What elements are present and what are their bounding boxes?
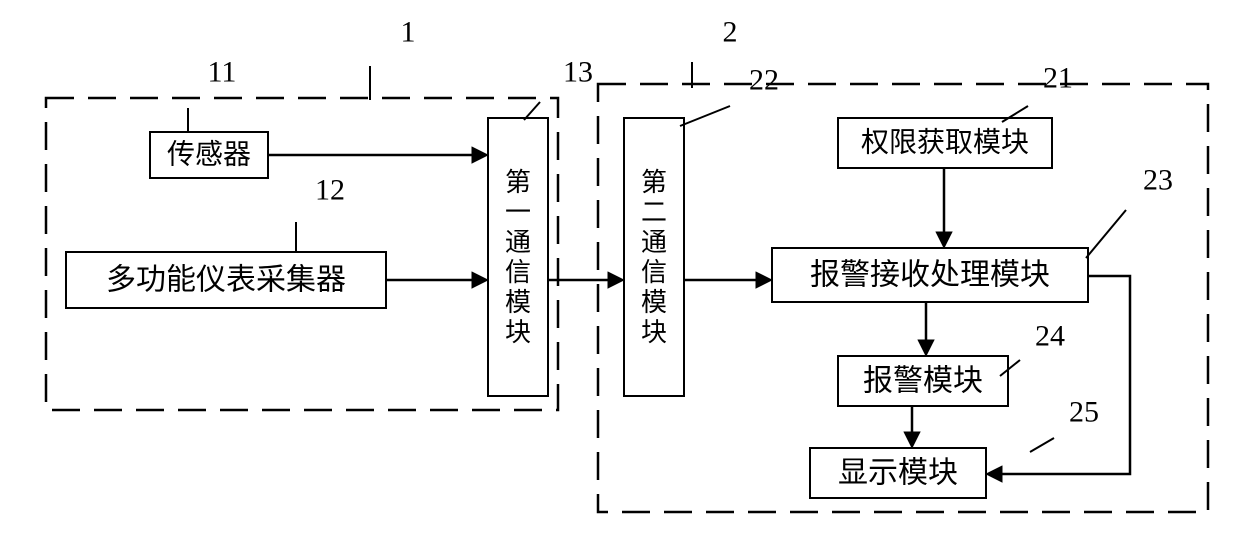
leader-n22	[680, 106, 730, 126]
vlabel-n22: 第二通信模块	[641, 168, 667, 347]
label-n24: 报警模块	[863, 365, 983, 398]
num-n11: 11	[208, 56, 237, 89]
label-n25: 显示模块	[838, 457, 958, 490]
num-n21: 21	[1043, 62, 1073, 95]
group-g1	[46, 98, 558, 410]
num-n25: 25	[1069, 396, 1099, 429]
vlabel-n13: 第一通信模块	[505, 168, 531, 347]
label-n11: 传感器	[167, 139, 251, 171]
label-n12: 多功能仪表采集器	[106, 264, 346, 297]
leader-n21	[1002, 106, 1028, 122]
num-g2: 2	[723, 16, 738, 49]
num-n23: 23	[1143, 164, 1173, 197]
leader-n24	[1000, 360, 1020, 376]
label-n21: 权限获取模块	[861, 127, 1029, 159]
label-n23: 报警接收处理模块	[810, 259, 1050, 292]
leader-n25	[1030, 438, 1054, 452]
num-n13: 13	[563, 56, 593, 89]
num-g1: 1	[401, 16, 416, 49]
leader-n23	[1086, 210, 1126, 258]
arrow-7	[988, 276, 1130, 474]
num-n12: 12	[315, 174, 345, 207]
num-n22: 22	[749, 64, 779, 97]
num-n24: 24	[1035, 320, 1065, 353]
